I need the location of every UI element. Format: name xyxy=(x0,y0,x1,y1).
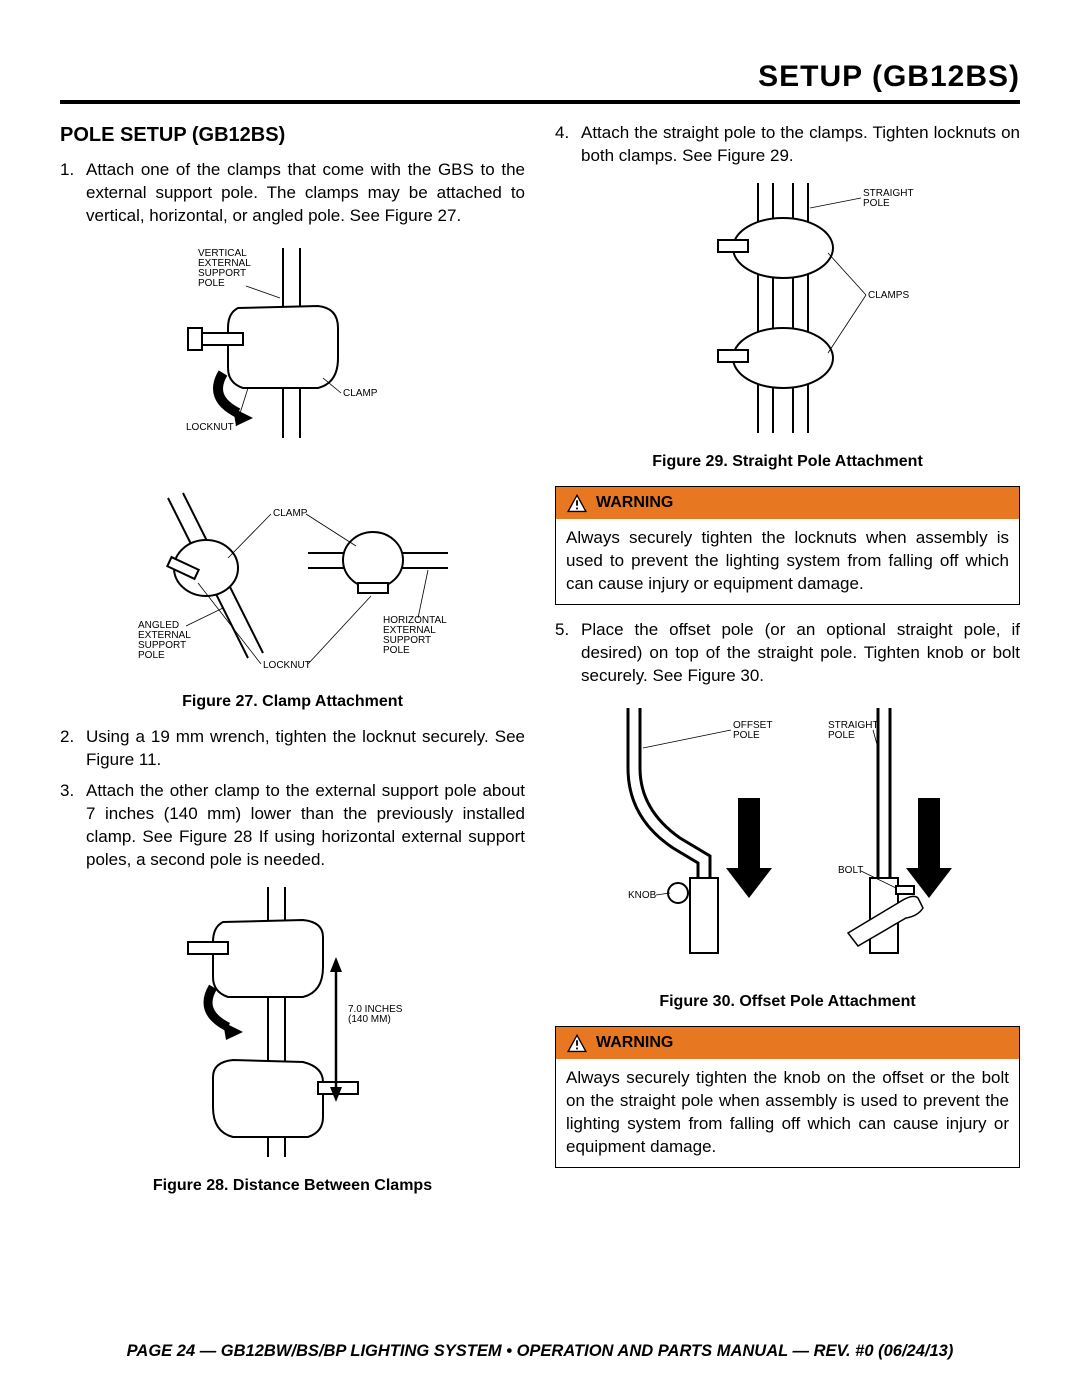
warning-header: WARNING xyxy=(556,487,1019,519)
section-title: POLE SETUP (GB12BS) xyxy=(60,122,525,149)
step-number: 5. xyxy=(555,619,581,688)
label-angled-pole: ANGLEDEXTERNALSUPPORTPOLE xyxy=(138,620,191,661)
left-column: POLE SETUP (GB12BS) 1. Attach one of the… xyxy=(60,122,525,1211)
label-locknut-bottom: LOCKNUT xyxy=(263,660,311,671)
step-list-right-2: 5. Place the offset pole (or an optional… xyxy=(555,619,1020,688)
step-text: Using a 19 mm wrench, tighten the locknu… xyxy=(86,726,525,772)
step-number: 2. xyxy=(60,726,86,772)
step-number: 4. xyxy=(555,122,581,168)
step-text: Attach one of the clamps that come with … xyxy=(86,159,525,228)
label-clamps: CLAMPS xyxy=(868,290,909,301)
figure-28-caption: Figure 28. Distance Between Clamps xyxy=(60,1175,525,1197)
offset-pole-diagram: OFFSETPOLE STRAIGHTPOLE KNOB BOLT xyxy=(598,698,978,978)
label-vertical-pole: VERTICALEXTERNALSUPPORTPOLE xyxy=(198,248,251,289)
label-locknut-top: LOCKNUT xyxy=(186,422,234,433)
step-list-left-2: 2. Using a 19 mm wrench, tighten the loc… xyxy=(60,726,525,872)
distance-diagram: 7.0 INCHES(140 MM) xyxy=(158,882,428,1162)
label-straight-pole-2: STRAIGHTPOLE xyxy=(828,720,879,741)
figure-30-caption: Figure 30. Offset Pole Attachment xyxy=(555,991,1020,1013)
label-distance: 7.0 INCHES(140 MM) xyxy=(348,1004,403,1025)
step-text: Attach the straight pole to the clamps. … xyxy=(581,122,1020,168)
figure-28: 7.0 INCHES(140 MM) Figure 28. Distance B… xyxy=(60,882,525,1197)
figure-27-caption: Figure 27. Clamp Attachment xyxy=(60,691,525,713)
figure-29-caption: Figure 29. Straight Pole Attachment xyxy=(555,451,1020,473)
warning-body: Always securely tighten the locknuts whe… xyxy=(556,519,1019,604)
step-3: 3. Attach the other clamp to the externa… xyxy=(60,780,525,872)
label-bolt: BOLT xyxy=(838,865,863,876)
warning-header: WARNING xyxy=(556,1027,1019,1059)
straight-pole-diagram: STRAIGHTPOLE CLAMPS xyxy=(638,178,938,438)
page-header: SETUP (GB12BS) xyxy=(60,60,1020,104)
label-horizontal-pole: HORIZONTALEXTERNALSUPPORTPOLE xyxy=(383,615,447,656)
two-column-layout: POLE SETUP (GB12BS) 1. Attach one of the… xyxy=(60,122,1020,1211)
step-5: 5. Place the offset pole (or an optional… xyxy=(555,619,1020,688)
clamp-attachment-diagram: VERTICALEXTERNALSUPPORTPOLE CLAMP LOCKNU… xyxy=(128,238,458,678)
step-text: Attach the other clamp to the external s… xyxy=(86,780,525,872)
step-1: 1. Attach one of the clamps that come wi… xyxy=(60,159,525,228)
warning-icon xyxy=(566,493,588,513)
warning-title: WARNING xyxy=(596,492,673,514)
label-clamp-mid: CLAMP xyxy=(273,508,308,519)
step-text: Place the offset pole (or an optional st… xyxy=(581,619,1020,688)
label-offset-pole: OFFSETPOLE xyxy=(733,720,772,741)
step-number: 3. xyxy=(60,780,86,872)
label-knob: KNOB xyxy=(628,890,657,901)
warning-title: WARNING xyxy=(596,1032,673,1054)
figure-27: VERTICALEXTERNALSUPPORTPOLE CLAMP LOCKNU… xyxy=(60,238,525,713)
figure-30: OFFSETPOLE STRAIGHTPOLE KNOB BOLT Figure… xyxy=(555,698,1020,1013)
step-2: 2. Using a 19 mm wrench, tighten the loc… xyxy=(60,726,525,772)
step-list-left: 1. Attach one of the clamps that come wi… xyxy=(60,159,525,228)
figure-29: STRAIGHTPOLE CLAMPS Figure 29. Straight … xyxy=(555,178,1020,473)
warning-icon xyxy=(566,1033,588,1053)
warning-box-1: WARNING Always securely tighten the lock… xyxy=(555,486,1020,604)
warning-box-2: WARNING Always securely tighten the knob… xyxy=(555,1026,1020,1167)
step-4: 4. Attach the straight pole to the clamp… xyxy=(555,122,1020,168)
step-list-right: 4. Attach the straight pole to the clamp… xyxy=(555,122,1020,168)
warning-body: Always securely tighten the knob on the … xyxy=(556,1059,1019,1167)
step-number: 1. xyxy=(60,159,86,228)
label-clamp-top: CLAMP xyxy=(343,388,378,399)
right-column: 4. Attach the straight pole to the clamp… xyxy=(555,122,1020,1211)
page-footer: PAGE 24 — GB12BW/BS/BP LIGHTING SYSTEM •… xyxy=(60,1342,1020,1361)
label-straight-pole: STRAIGHTPOLE xyxy=(863,188,914,209)
